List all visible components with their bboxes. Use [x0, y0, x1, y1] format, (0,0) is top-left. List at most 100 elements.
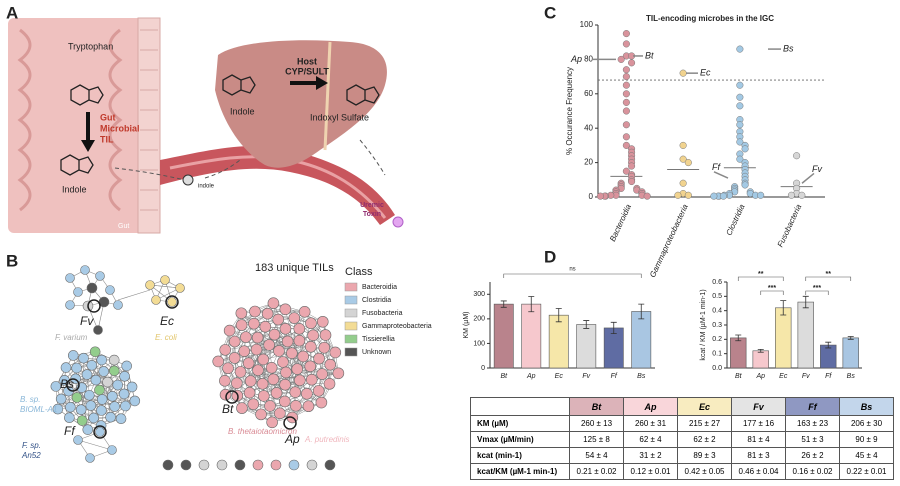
network-node	[151, 295, 161, 305]
organism-name: E. coli	[155, 333, 177, 342]
table-cell: 260 ± 13	[569, 415, 624, 432]
table-cell: 0.21 ± 0.02	[569, 463, 624, 480]
network-node	[267, 373, 280, 386]
highlighted-node	[93, 425, 107, 439]
network-node	[243, 386, 256, 399]
legend-swatch	[344, 347, 358, 357]
y-tick-label: 0.0	[712, 365, 722, 372]
y-tick-label: 20	[584, 158, 593, 167]
network-node	[247, 398, 260, 410]
network-node	[288, 312, 301, 324]
annotation: Ap	[570, 54, 582, 64]
network-node	[93, 325, 103, 335]
table-cell: 90 ± 9	[839, 431, 894, 448]
label: Microbial	[100, 123, 140, 133]
highlighted-node	[87, 299, 101, 313]
error-bar	[825, 341, 832, 349]
highlighted-node	[225, 390, 239, 404]
data-point	[741, 145, 749, 153]
network-node	[294, 374, 306, 387]
network-node	[198, 459, 210, 471]
bar	[493, 303, 514, 369]
table-cell: 206 ± 30	[839, 415, 894, 432]
annotation: Ec	[700, 68, 711, 78]
table-cell: 26 ± 2	[785, 447, 840, 464]
network-node	[244, 375, 257, 387]
network-node	[240, 331, 252, 343]
network-node	[219, 344, 232, 356]
data-point	[628, 162, 636, 170]
row-label: kcat (min-1)	[470, 447, 570, 464]
panel-label: A	[6, 3, 18, 22]
data-point	[622, 133, 630, 141]
annotation-arrow	[713, 171, 729, 179]
organism-abbr: Ap	[284, 432, 300, 446]
y-tick-label: 0.6	[712, 279, 722, 286]
y-tick-label: 0.2	[712, 336, 722, 343]
panel-a-art	[8, 17, 404, 234]
table-cell: 215 ± 27	[677, 415, 732, 432]
table-row: kcat/KM (µM-1 min-1) 0.21 ± 0.02 0.12 ± 0.…	[470, 463, 894, 480]
network-node	[236, 402, 248, 414]
network-edge	[102, 399, 135, 402]
network-node	[86, 359, 98, 371]
column-header: Bs	[839, 397, 894, 416]
table-cell: 51 ± 3	[785, 431, 840, 448]
data-point	[684, 159, 692, 167]
organism-name: B. thetaiotaomicron	[228, 427, 297, 436]
y-axis-label: kcat / KM (µM-1 min-1)	[700, 289, 707, 360]
x-tick-label: Fv	[582, 373, 590, 380]
network-node	[107, 391, 118, 402]
data-point	[736, 102, 744, 110]
network-node	[250, 343, 263, 356]
label: indole	[198, 184, 215, 190]
network-node	[279, 378, 291, 391]
network-edge	[285, 321, 323, 373]
network-node	[129, 395, 141, 407]
network-node	[90, 374, 102, 386]
network-node	[266, 416, 278, 429]
error-bar	[638, 303, 645, 320]
table-cell: 31 ± 2	[623, 447, 678, 464]
network-node	[219, 375, 231, 387]
x-tick-label: Fv	[802, 373, 810, 380]
data-point	[736, 45, 744, 53]
bar	[521, 303, 542, 369]
column-header: Fv	[731, 397, 786, 416]
legend-swatch	[344, 282, 358, 292]
y-tick-label: 60	[584, 89, 593, 98]
legend-title: Class	[345, 266, 373, 278]
network-node	[293, 323, 306, 335]
data-point	[643, 192, 651, 200]
network-node	[83, 389, 95, 401]
table-cell: 54 ± 4	[569, 447, 624, 464]
bar	[730, 337, 747, 369]
significance-label: ***	[813, 285, 821, 292]
y-tick-label: 0	[481, 365, 485, 372]
network-node	[86, 282, 98, 294]
network-node	[60, 362, 72, 373]
panel-label: C	[544, 3, 556, 22]
table-cell: 81 ± 3	[731, 447, 786, 464]
organism-abbr: Fv	[80, 314, 94, 328]
data-point	[596, 192, 604, 200]
corner	[470, 397, 570, 416]
network-node	[267, 297, 280, 310]
network-node	[145, 280, 155, 290]
x-tick-label: Ec	[779, 373, 788, 380]
network-node	[120, 400, 131, 412]
network-node	[281, 335, 294, 348]
network-node	[126, 381, 138, 393]
data-point	[622, 73, 630, 81]
network-node	[105, 285, 115, 295]
network-edge	[271, 367, 322, 403]
network-node	[268, 328, 281, 341]
column-header: Ap	[623, 397, 678, 416]
row-label: KM (µM)	[470, 415, 570, 432]
network-node	[274, 407, 286, 420]
organism-abbr: Bt	[222, 402, 234, 416]
y-tick-label: 40	[584, 123, 593, 132]
data-point	[736, 138, 744, 146]
